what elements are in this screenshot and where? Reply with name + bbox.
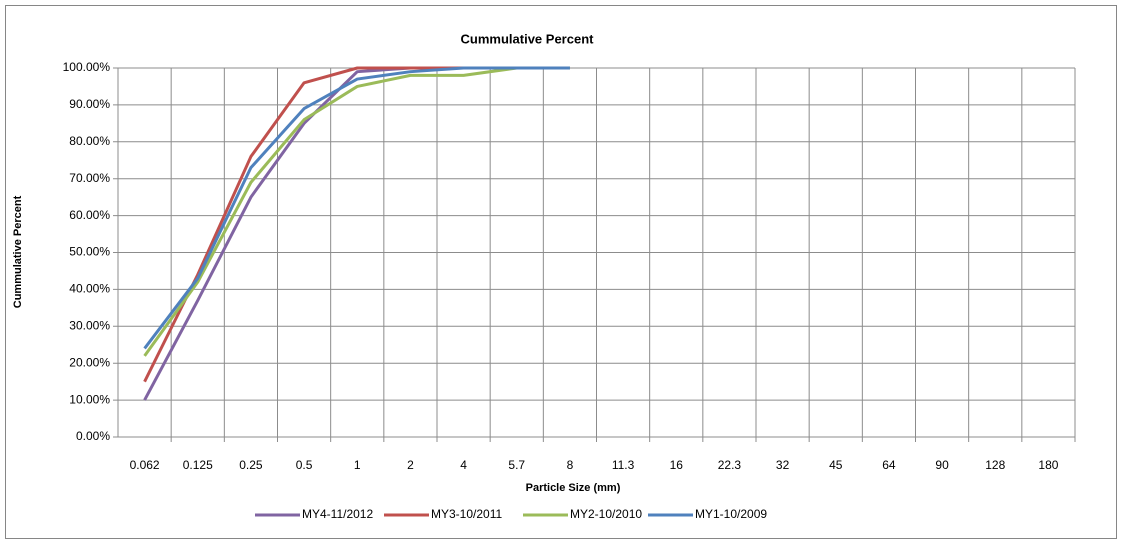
series-line: [143, 66, 570, 350]
y-axis-title: Cummulative Percent: [12, 195, 24, 308]
x-tick-label: 180: [1038, 458, 1058, 472]
x-tick-label: 32: [776, 458, 790, 472]
x-tick-label: 0.25: [239, 458, 263, 472]
x-tick-label: 0.062: [130, 458, 160, 472]
x-tick-label: 11.3: [612, 458, 635, 472]
y-tick-label: 50.00%: [69, 245, 110, 259]
y-tick-label: 10.00%: [69, 392, 110, 406]
legend-label: MY1-10/2009: [695, 507, 767, 521]
y-tick-label: 20.00%: [69, 355, 110, 369]
series-line: [143, 66, 570, 357]
chart-title: Cummulative Percent: [461, 31, 595, 46]
legend-label: MY4-11/2012: [302, 507, 373, 521]
x-tick-label: 45: [829, 458, 843, 472]
legend-label: MY3-10/2011: [431, 507, 502, 521]
x-tick-label: 2: [407, 458, 414, 472]
y-tick-label: 80.00%: [69, 134, 110, 148]
x-tick-label: 128: [985, 458, 1005, 472]
y-tick-label: 60.00%: [69, 208, 110, 222]
y-tick-label: 100.00%: [63, 60, 111, 74]
y-tick-label: 0.00%: [76, 429, 110, 443]
x-tick-label: 1: [354, 458, 361, 472]
x-axis-title: Particle Size (mm): [526, 482, 621, 494]
x-tick-label: 0.125: [183, 458, 213, 472]
y-tick-label: 40.00%: [69, 282, 110, 296]
x-tick-label: 8: [567, 458, 574, 472]
x-tick-label: 22.3: [718, 458, 742, 472]
x-tick-label: 4: [460, 458, 467, 472]
legend-label: MY2-10/2010: [570, 507, 642, 521]
x-tick-label: 64: [882, 458, 896, 472]
y-tick-label: 70.00%: [69, 171, 110, 185]
x-tick-label: 5.7: [508, 458, 525, 472]
y-tick-label: 90.00%: [69, 97, 110, 111]
y-tick-label: 30.00%: [69, 318, 110, 332]
x-tick-label: 0.5: [296, 458, 313, 472]
x-tick-label: 16: [670, 458, 684, 472]
x-tick-label: 90: [935, 458, 949, 472]
chart-border: [5, 5, 1117, 539]
